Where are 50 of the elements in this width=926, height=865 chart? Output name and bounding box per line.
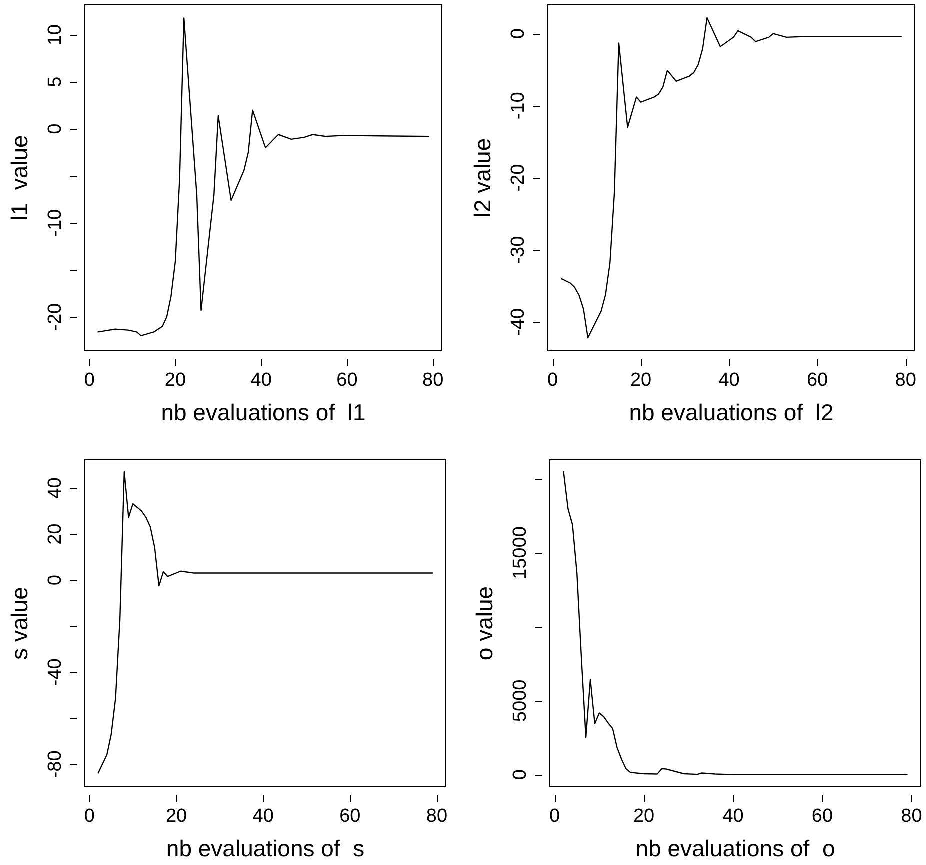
y-axis-title: s value: [6, 587, 32, 660]
x-tick-label: 80: [426, 806, 448, 827]
x-tick-label: 80: [422, 370, 444, 391]
x-tick-label: 80: [901, 806, 922, 827]
y-tick-label: 0: [45, 124, 66, 134]
x-tick-label: 20: [164, 370, 186, 391]
x-tick-label: 60: [340, 806, 361, 827]
y-axis-title: l1 value: [6, 135, 32, 221]
y-tick-label: -40: [508, 308, 529, 336]
y-tick-label: 0: [45, 575, 66, 586]
x-axis-title: nb evaluations of l2: [629, 400, 834, 426]
line-series: [563, 472, 908, 776]
x-tick-label: 60: [806, 370, 828, 391]
y-tick-label: 5: [45, 76, 66, 88]
x-tick-label: 0: [84, 370, 95, 391]
x-tick-label: 40: [722, 806, 744, 827]
y-tick-label: 40: [45, 478, 66, 499]
x-tick-label: 0: [547, 370, 558, 391]
x-tick-label: 20: [633, 806, 655, 827]
y-tick-label: 15000: [510, 526, 531, 580]
y-tick-label: -10: [508, 92, 529, 120]
y-tick-label: 20: [45, 524, 66, 545]
y-tick-label: -80: [45, 750, 66, 778]
x-axis-title: nb evaluations of l1: [161, 400, 366, 426]
y-tick-label: -30: [508, 236, 529, 264]
x-axis-title: nb evaluations of s: [166, 836, 365, 862]
y-tick-label: 10: [45, 24, 66, 46]
y-axis-title: o value: [472, 586, 498, 661]
y-tick-label: 0: [508, 28, 529, 40]
x-tick-label: 60: [336, 370, 358, 391]
x-tick-label: 40: [718, 370, 740, 391]
x-axis-title: nb evaluations of o: [636, 836, 836, 862]
x-tick-label: 60: [812, 806, 834, 827]
x-tick-label: 0: [550, 806, 560, 827]
x-tick-label: 40: [252, 806, 274, 827]
line-series: [560, 17, 902, 339]
y-tick-label: -40: [45, 658, 66, 686]
y-tick-label: -10: [45, 209, 66, 237]
x-tick-label: 40: [250, 370, 272, 391]
y-tick-label: 0: [510, 770, 531, 780]
x-tick-label: 20: [630, 370, 652, 391]
line-series: [98, 471, 434, 774]
x-tick-label: 80: [895, 370, 916, 391]
y-tick-label: 5000: [510, 680, 531, 722]
line-series: [98, 18, 430, 337]
y-tick-label: -20: [45, 303, 66, 331]
y-axis-title: l2 value: [470, 138, 496, 218]
x-tick-label: 0: [84, 806, 95, 827]
y-tick-label: -20: [508, 164, 529, 192]
x-tick-label: 20: [166, 806, 188, 827]
